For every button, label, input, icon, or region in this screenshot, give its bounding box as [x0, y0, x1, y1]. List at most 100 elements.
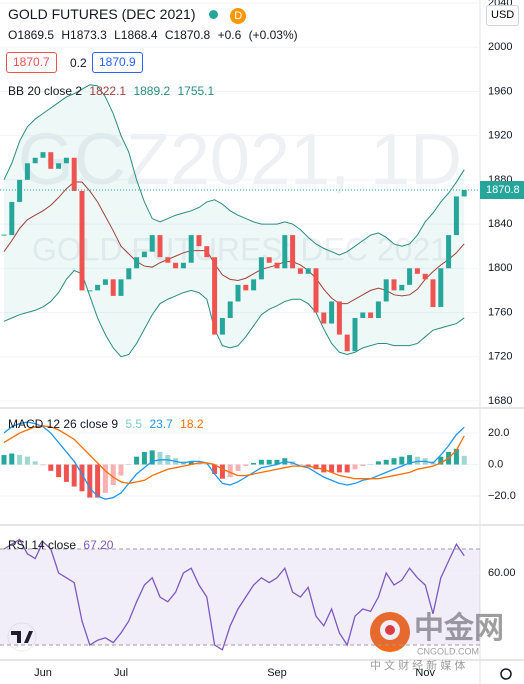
ask-button[interactable]: 1870.9 — [92, 52, 143, 73]
y-tick-label: 2000 — [488, 41, 512, 53]
legend-value: 67.20 — [83, 538, 114, 552]
macd-histogram-bar — [399, 456, 405, 465]
macd-histogram-bar — [266, 459, 272, 465]
macd-histogram-bar — [79, 464, 85, 492]
y-tick-label: 1720 — [488, 351, 512, 363]
watermark-name: GOLD FUTURES: DEC 2021 — [32, 231, 448, 267]
macd-histogram-bar — [258, 459, 264, 465]
ohlc-low: L1868.4 — [114, 28, 158, 42]
candle — [102, 279, 108, 285]
candle — [188, 235, 194, 263]
macd-histogram-bar — [461, 455, 467, 465]
macd-histogram-bar — [9, 453, 15, 465]
x-tick-label: Sep — [267, 667, 287, 679]
candle — [251, 279, 257, 291]
candle — [95, 284, 101, 291]
logo-name: 中金网 — [414, 611, 504, 645]
y-tick-label: 1680 — [488, 395, 512, 407]
candle — [453, 196, 459, 236]
candle — [227, 301, 233, 319]
y-tick-label: 60.00 — [488, 567, 516, 579]
legend-label: RSI 14 close — [8, 538, 77, 552]
ohlc-row: O1869.5 H1873.3 L1868.4 C1870.8 +0.6 (+0… — [8, 28, 302, 42]
ohlc-change: +0.6 — [217, 28, 242, 42]
last-price-label: 1870.8 — [486, 184, 520, 196]
y-tick-label: 20.0 — [488, 427, 509, 439]
macd-histogram-bar — [414, 456, 420, 465]
y-tick-label: 1760 — [488, 306, 512, 318]
candle — [149, 235, 155, 252]
ohlc-close: C1870.8 — [164, 28, 211, 42]
legend-label: MACD 12 26 close 9 — [8, 417, 119, 431]
y-tick-label: 1800 — [488, 262, 512, 274]
macd-histogram-bar — [313, 464, 319, 470]
macd-histogram-bar — [63, 464, 69, 482]
candle — [165, 257, 171, 263]
macd-histogram-bar — [391, 458, 397, 465]
interval-badge[interactable]: D — [230, 8, 247, 24]
x-tick-label: Jun — [34, 667, 52, 679]
macd-histogram-bar — [274, 459, 280, 465]
macd-histogram-bar — [24, 456, 30, 465]
macd-histogram-bar — [352, 464, 358, 470]
y-tick-label: 1840 — [488, 218, 512, 230]
candle — [344, 334, 350, 352]
macd-histogram-bar — [243, 464, 249, 467]
legend-value: 5.5 — [125, 417, 143, 431]
candle — [383, 279, 389, 302]
candle — [266, 257, 272, 263]
header-title-row: GOLD FUTURES (DEC 2021) D — [8, 6, 250, 24]
candle — [305, 268, 311, 274]
cngold-logo: 中金网 CNGOLD.COM 中 文 财 经 新 媒 体 — [370, 611, 504, 672]
last-price-tag — [480, 181, 524, 200]
title: GOLD FUTURES (DEC 2021) — [8, 6, 196, 22]
candle — [438, 268, 444, 307]
candle — [399, 284, 405, 291]
tradingview-logo — [7, 622, 37, 652]
candle — [422, 273, 428, 280]
candle — [79, 190, 85, 291]
candle — [63, 157, 69, 164]
settings-icon[interactable] — [500, 668, 512, 680]
candle — [110, 279, 116, 296]
candle — [368, 312, 374, 319]
rsi-band-fill — [0, 549, 480, 645]
candle — [243, 284, 249, 291]
legend-value: 23.7 — [149, 417, 173, 431]
y-tick-label: 1920 — [488, 130, 512, 142]
candle — [134, 257, 140, 269]
macd-histogram-bar — [251, 462, 257, 465]
macd-histogram-bar — [134, 456, 140, 465]
watermark-symbol: GCZ2021, 1D — [18, 120, 462, 200]
status-dot — [209, 10, 219, 19]
macd-legend: MACD 12 26 close 9 5.5 23.7 18.2 — [8, 417, 208, 431]
macd-histogram-bar — [321, 464, 327, 473]
candle — [313, 268, 319, 313]
macd-histogram-bar — [329, 464, 335, 473]
candle — [430, 279, 436, 307]
candle — [336, 301, 342, 335]
y-tick-label: −20.0 — [488, 490, 516, 502]
macd-histogram-bar — [110, 464, 116, 486]
bb-legend: BB 20 close 2 1822.1 1889.2 1755.1 — [8, 84, 218, 98]
candle — [204, 246, 210, 258]
bid-button[interactable]: 1870.7 — [6, 52, 57, 73]
candle — [40, 152, 46, 158]
currency-button[interactable]: USD — [486, 5, 520, 26]
macd-histogram-bar — [196, 462, 202, 465]
macd-histogram-bar — [56, 464, 62, 478]
candle — [32, 157, 38, 164]
macd-histogram-bar — [102, 464, 108, 493]
ohlc-change-pct: (+0.03%) — [248, 28, 298, 42]
candle — [446, 235, 452, 269]
macd-histogram-bar — [212, 464, 218, 474]
macd-histogram-bar — [48, 464, 54, 471]
macd-histogram-bar — [87, 464, 93, 498]
legend-value: 1822.1 — [89, 84, 127, 98]
macd-histogram-bar — [344, 464, 350, 473]
candle — [126, 268, 132, 280]
candle — [360, 312, 366, 319]
candle — [282, 235, 288, 269]
candle — [391, 279, 397, 291]
